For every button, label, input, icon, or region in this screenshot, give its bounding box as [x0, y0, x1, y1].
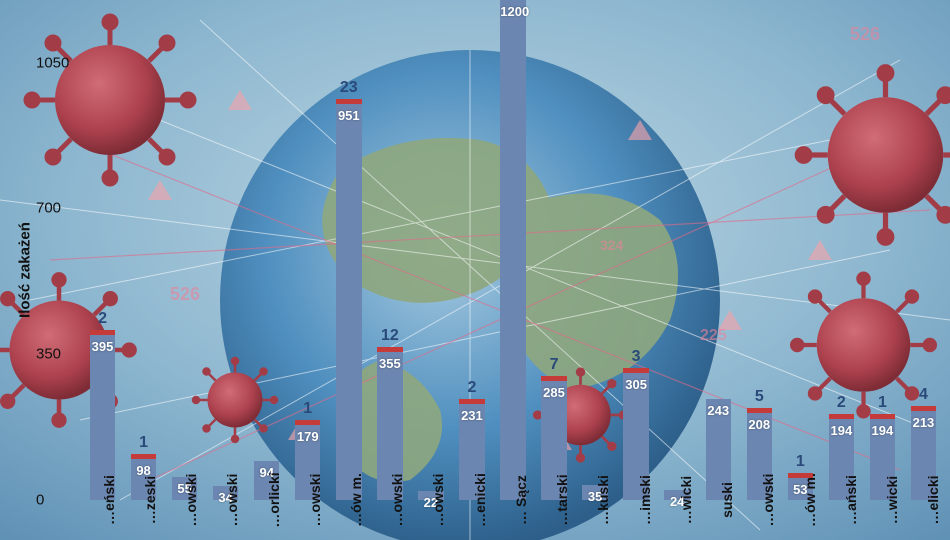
value-label: 243 [706, 403, 731, 418]
value-segment: 951 [336, 104, 361, 500]
value-label: 1200 [500, 4, 525, 19]
category-label: …owski [369, 500, 410, 540]
value-label: 179 [295, 429, 320, 444]
death-label: 7 [550, 356, 559, 374]
bars-container: 2395198553494117923951123552222311200728… [80, 0, 946, 500]
value-label: 194 [870, 423, 895, 438]
y-tick: 1050 [36, 54, 69, 71]
category-label: …eński [80, 500, 121, 540]
death-label: 4 [919, 386, 928, 404]
category-label: suski [699, 500, 740, 540]
death-label: 1 [878, 394, 887, 412]
bar: 94 [246, 0, 287, 500]
bar: 5 208 [739, 0, 780, 500]
value-label: 194 [829, 423, 854, 438]
value-label: 355 [377, 356, 402, 371]
bar: 3 305 [616, 0, 657, 500]
bar: 35 [575, 0, 616, 500]
bar: 24 [657, 0, 698, 500]
category-label: …elicki [905, 500, 946, 540]
category-label: …owski [740, 500, 781, 540]
bar: 2 231 [451, 0, 492, 500]
bar: 198 [123, 0, 164, 500]
bar: 34 [205, 0, 246, 500]
bar: 1 194 [862, 0, 903, 500]
death-label: 12 [381, 327, 399, 345]
category-labels: …eński…zeski…owski…owski…orlicki…owski…ó… [80, 500, 946, 540]
category-label: …owski [410, 500, 451, 540]
value-label: 231 [459, 408, 484, 423]
death-label: 23 [340, 79, 358, 97]
category-label: …ów m. [781, 500, 822, 540]
category-label: …wicki [657, 500, 698, 540]
bar: 243 [698, 0, 739, 500]
value-label: 208 [747, 417, 772, 432]
bar: 22 [410, 0, 451, 500]
value-segment: 1200 [500, 0, 525, 500]
y-axis-label: Ilość zakażeń [17, 222, 34, 318]
plot-area: 2395198553494117923951123552222311200728… [80, 0, 946, 500]
value-label: 951 [336, 108, 361, 123]
category-label: …orlicki [245, 500, 286, 540]
death-label: 3 [632, 348, 641, 366]
category-label: … Sącz [492, 500, 533, 540]
death-label: 1 [303, 400, 312, 418]
y-tick: 700 [36, 200, 61, 217]
category-label: …enicki [451, 500, 492, 540]
value-label: 285 [541, 385, 566, 400]
death-label: 2 [467, 379, 476, 397]
bar: 2 395 [82, 0, 123, 500]
death-label: 1 [796, 453, 805, 471]
category-label: …kuski [575, 500, 616, 540]
category-label: …wicki [863, 500, 904, 540]
bar: 7 285 [534, 0, 575, 500]
category-label: …tarski [534, 500, 575, 540]
bar: 1 179 [287, 0, 328, 500]
value-label: 305 [623, 377, 648, 392]
category-label: …owski [286, 500, 327, 540]
bar: 12 355 [369, 0, 410, 500]
bar: 2 194 [821, 0, 862, 500]
bar: 55 [164, 0, 205, 500]
bar: 1200 [492, 0, 533, 500]
chart-stage: 526 526 26 225 324 Ilość zaka [0, 0, 950, 540]
category-label: …zeski [121, 500, 162, 540]
bar: 153 [780, 0, 821, 500]
value-label: 213 [911, 415, 936, 430]
category-label: …ów m. [327, 500, 368, 540]
death-label: 2 [837, 394, 846, 412]
category-label: …owski [204, 500, 245, 540]
value-label: 395 [90, 339, 115, 354]
bar: 4 213 [903, 0, 944, 500]
y-tick: 350 [36, 346, 61, 363]
category-label: …ański [822, 500, 863, 540]
y-tick: 0 [36, 492, 44, 509]
category-label: …owski [162, 500, 203, 540]
death-label: 2 [98, 310, 107, 328]
bar: 23 951 [328, 0, 369, 500]
death-label: 1 [139, 434, 148, 452]
death-label: 5 [755, 388, 764, 406]
category-label: …imski [616, 500, 657, 540]
